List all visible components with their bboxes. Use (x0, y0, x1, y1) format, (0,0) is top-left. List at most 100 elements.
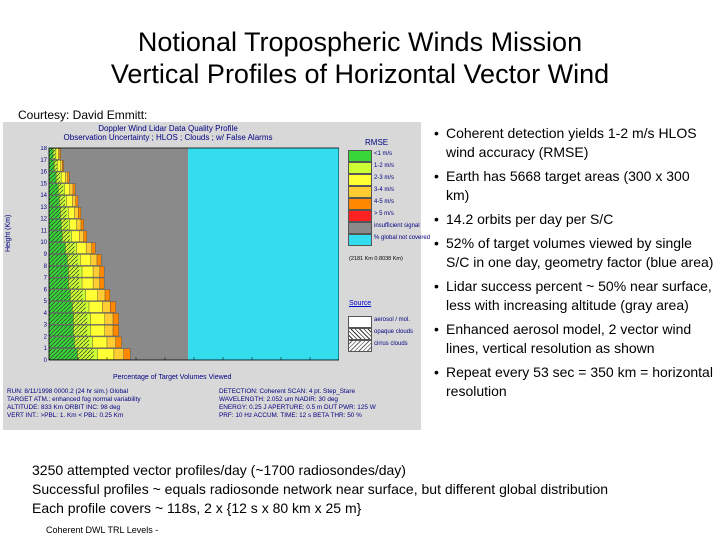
success-bar-segment (90, 325, 105, 337)
y-tick-label: 1 (44, 346, 48, 352)
success-bar-segment (99, 266, 105, 278)
rmse-label: RMSE (365, 138, 389, 147)
legend-label: > 5 m/s (374, 211, 394, 217)
success-bar-segment (104, 313, 114, 325)
cloud-hatch (49, 242, 75, 254)
y-tick-label: 17 (40, 158, 47, 164)
success-bar-segment (92, 266, 100, 278)
legend-item: 3-4 m/s (348, 186, 420, 198)
success-bar-segment (67, 207, 75, 219)
cloud-hatch (49, 219, 69, 230)
cloud-hatch (49, 301, 86, 313)
cloud-legend-swatch (348, 328, 372, 340)
figure-title: Doppler Wind Lidar Data Quality Profile … (3, 124, 333, 142)
cloud-hatch (49, 230, 70, 242)
success-bar-segment (104, 289, 111, 301)
success-bar-segment (55, 148, 59, 160)
source-link[interactable]: Source (349, 300, 372, 307)
success-bar-segment (69, 183, 74, 195)
success-bar-segment (115, 336, 122, 348)
run-info-right: DETECTION: Coherent SCAN: 4 pt. Step_Sta… (219, 388, 376, 420)
success-bar-segment (59, 148, 61, 160)
cloud-hatch (49, 207, 67, 219)
cloud-hatch (49, 348, 94, 360)
info-left-line: TARGET ATM.: enhanced fog normal variabi… (7, 396, 141, 403)
insufficient-region (49, 148, 189, 360)
legend-label: 3-4 m/s (374, 187, 395, 193)
bullet-text: Lidar success percent ~ 50% near surface… (446, 278, 712, 313)
summary-line: Each profile covers ~ 118s, 2 x {12 s x … (32, 500, 362, 516)
x-axis-label: Percentage of Target Volumes Viewed (113, 374, 232, 381)
bullet-text: Earth has 5668 target areas (300 x 300 k… (446, 168, 690, 203)
y-axis-label: Height (Km) (5, 214, 12, 252)
success-bar-segment (85, 289, 98, 301)
info-right-line: DETECTION: Coherent SCAN: 4 pt. Step_Sta… (219, 388, 356, 395)
success-bar-segment (79, 230, 84, 242)
cloud-legend-label: cirrus clouds (374, 341, 408, 347)
success-bar-segment (64, 183, 71, 195)
success-bar-segment (92, 277, 100, 289)
success-bar-segment (123, 348, 131, 360)
cloud-hatch (49, 266, 80, 278)
y-tick-label: 2 (44, 334, 48, 340)
cloud-legend-label: aerosol / mol. (374, 317, 411, 323)
title-line-2: Vertical Profiles of Horizontal Vector W… (110, 59, 610, 89)
success-bar-segment (85, 242, 92, 254)
y-tick-label: 4 (44, 311, 48, 317)
success-bar-segment (81, 266, 94, 278)
y-tick-label: 3 (44, 323, 48, 329)
success-bar-segment (99, 277, 105, 289)
success-bar-segment (60, 160, 63, 172)
success-bar-segment (65, 171, 68, 183)
legend-swatch (348, 234, 372, 246)
y-tick-label: 5 (44, 299, 48, 305)
legend-swatch (348, 162, 372, 174)
y-tick-label: 15 (40, 181, 47, 187)
info-right-line: PRF: 10 Hz ACCUM. TIME: 12 s BETA THR: 5… (219, 412, 362, 419)
figure-title-line-1: Doppler Wind Lidar Data Quality Profile (98, 124, 238, 133)
y-tick-label: 13 (40, 205, 47, 211)
success-bar-segment (113, 348, 124, 360)
success-bar-segment (66, 195, 73, 207)
cloud-hatch (49, 172, 61, 183)
title-line-1: Notional Tropospheric Winds Mission (137, 27, 583, 57)
legend-label: insufficient signal (374, 223, 420, 229)
bullet-item: • 52% of target volumes viewed by single … (434, 235, 714, 270)
bullet-text: 14.2 orbits per day per S/C (446, 211, 614, 227)
success-bar-segment (80, 219, 84, 231)
success-bar-segment (69, 219, 77, 231)
success-bar-segment (62, 160, 64, 172)
bullet-item: • Coherent detection yields 1-2 m/s HLOS … (434, 125, 697, 160)
y-tick-label: 0 (44, 358, 48, 362)
y-tick-label: 18 (40, 146, 47, 152)
footer-text: Coherent DWL TRL Levels - (46, 525, 159, 535)
legend-label: 1-2 m/s (374, 163, 395, 169)
info-left-line: RUN: 8/11/1998 0000.2 (24 hr sim.) Globa… (7, 388, 129, 395)
success-bar-segment (71, 230, 80, 242)
success-bar-segment (104, 325, 114, 337)
y-tick-label: 16 (40, 170, 47, 176)
legend-label: <1 m/s (374, 151, 393, 157)
legend-swatch (348, 210, 372, 222)
lidar-figure: Doppler Wind Lidar Data Quality Profile … (3, 122, 430, 430)
y-tick-label: 11 (41, 228, 48, 234)
bullet-text: Repeat every 53 sec = 350 km = horizonta… (446, 364, 713, 399)
info-right-line: ENERGY: 0.25 J APERTURE: 0.5 m DUT PWR: … (219, 404, 376, 411)
cloud-hatch (49, 160, 57, 172)
info-left-line: ALTITUDE: 833 Km ORBIT INC: 98 deg (7, 404, 121, 411)
legend-label: % global not covered (374, 235, 431, 241)
legend-item: 4-5 m/s (348, 198, 420, 210)
cloud-hatch (49, 325, 88, 336)
summary-line: Successful profiles ~ equals radiosonde … (32, 481, 609, 497)
cloud-hatch (49, 195, 65, 207)
cloud-hatch (49, 148, 56, 160)
success-bar-segment (106, 336, 116, 348)
success-bar-segment (75, 195, 79, 207)
bullet-item: • Repeat every 53 sec = 350 km = horizont… (434, 364, 713, 399)
success-bar-segment (112, 313, 119, 325)
legend-swatch (348, 222, 372, 234)
bullet-text: 52% of target volumes viewed by single S… (446, 235, 714, 270)
success-bar-segment (81, 277, 94, 289)
cloud-legend-label: opaque clouds (374, 329, 414, 335)
success-bar-segment (92, 336, 108, 348)
